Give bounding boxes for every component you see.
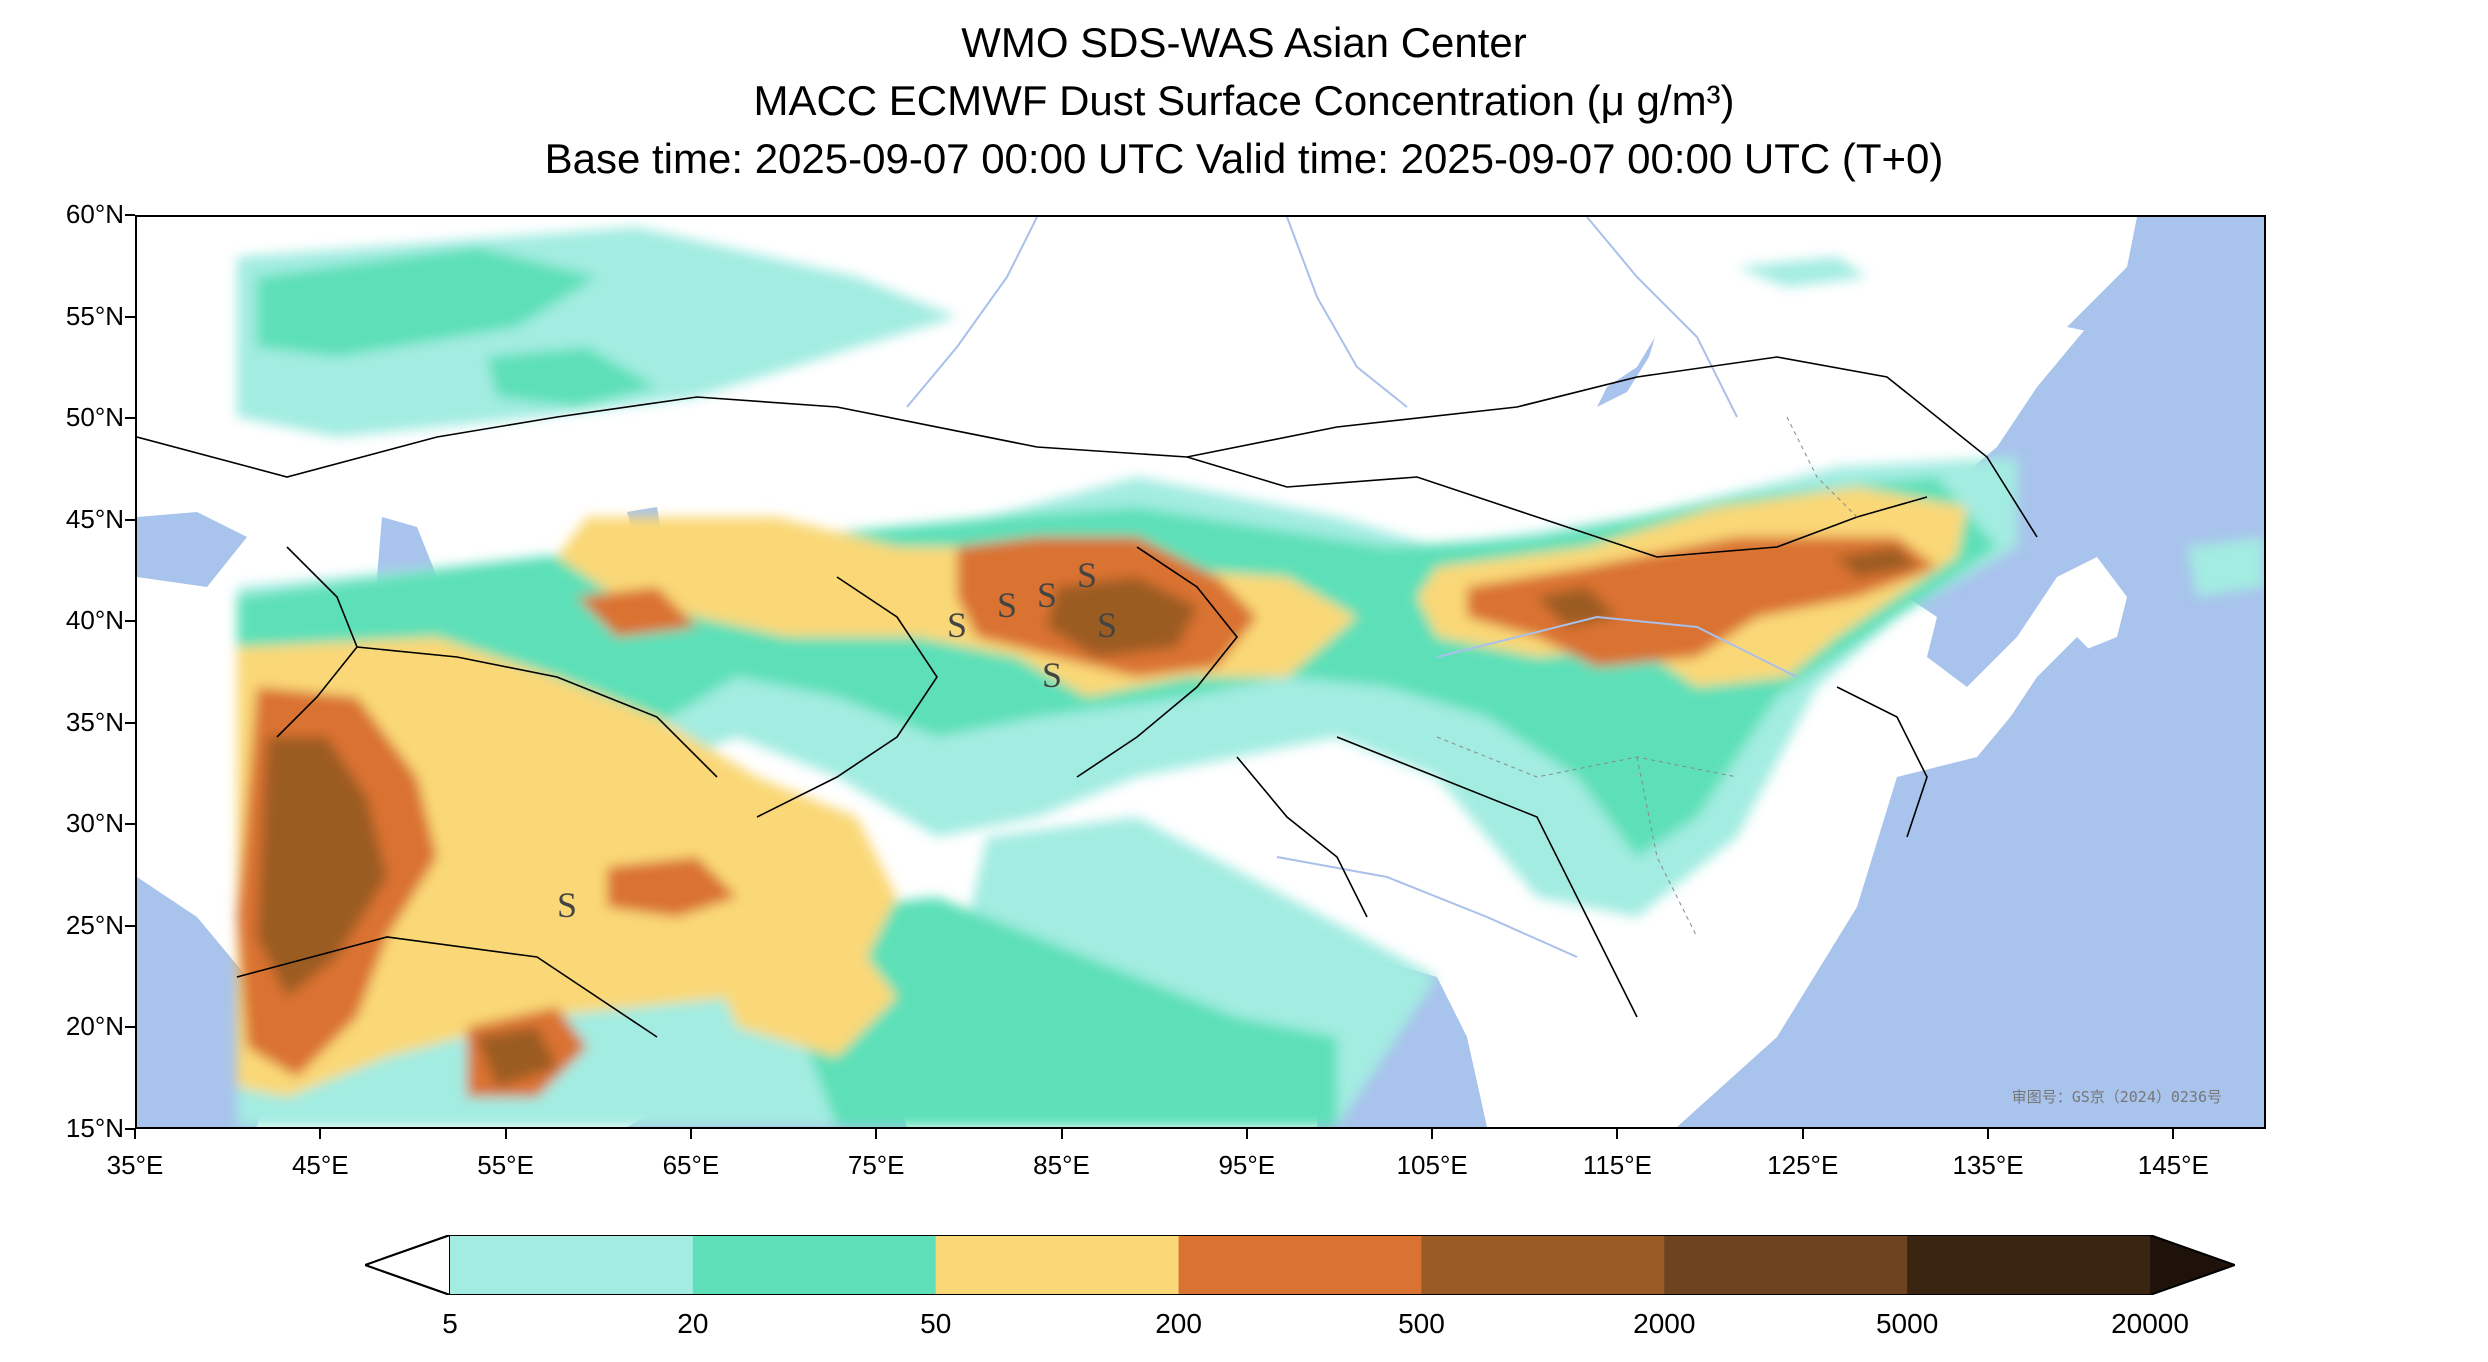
- dust-map[interactable]: S S S S S S S 审图号：GS京（2024）0236号: [135, 215, 2266, 1129]
- lat-tick-mark: [125, 1128, 135, 1130]
- lat-tick-mark: [125, 315, 135, 318]
- sand-storm-symbol: S: [997, 585, 1017, 625]
- lon-tick-label: 115°E: [1582, 1150, 1653, 1180]
- map-canvas: S S S S S S S: [137, 217, 2264, 1127]
- lon-tick-mark: [1987, 1129, 1990, 1139]
- colorbar-level-label: 20000: [2111, 1308, 2189, 1339]
- lat-tick-label: 45°N: [65, 503, 124, 534]
- pacific-ocean: [1677, 227, 2264, 1127]
- map-approval-watermark: 审图号：GS京（2024）0236号: [2011, 1088, 2222, 1106]
- lat-tick-label: 15°N: [65, 1113, 124, 1143]
- lat-tick-label: 25°N: [65, 909, 124, 940]
- colorbar-segment: [1421, 1235, 1665, 1295]
- colorbar-under-extension: [365, 1235, 451, 1295]
- lat-tick-label: 30°N: [65, 808, 124, 839]
- colorbar-segment: [1664, 1235, 1908, 1295]
- lon-tick-label: 95°E: [1218, 1150, 1276, 1180]
- dust-contours: [237, 227, 2264, 1127]
- lon-tick-mark: [1060, 1129, 1063, 1139]
- colorbar-segment: [935, 1235, 1180, 1295]
- lon-tick-label: 75°E: [847, 1150, 905, 1180]
- colorbar-level-label: 200: [1155, 1308, 1202, 1339]
- lon-tick-mark: [319, 1129, 322, 1139]
- sand-storm-symbol: S: [557, 885, 577, 925]
- title-center: WMO SDS-WAS Asian Center: [961, 19, 1527, 66]
- sand-storm-symbol: S: [1042, 655, 1062, 695]
- lake-baikal: [1597, 337, 1655, 407]
- lat-tick-mark: [125, 518, 135, 521]
- colorbar-segment: [1907, 1235, 2151, 1295]
- colorbar-level-label: 5: [442, 1308, 458, 1339]
- lon-tick-mark: [504, 1129, 507, 1139]
- colorbar-level-label: 500: [1398, 1308, 1445, 1339]
- lon-tick-mark: [2172, 1129, 2175, 1139]
- lon-tick-label: 145°E: [2137, 1150, 2209, 1180]
- lon-tick-mark: [1245, 1129, 1248, 1139]
- lon-tick-label: 55°E: [477, 1150, 534, 1180]
- colorbar-level-label: 20: [677, 1308, 709, 1339]
- lon-tick-label: 45°E: [291, 1150, 349, 1180]
- lat-tick-mark: [125, 823, 135, 826]
- colorbar-level-label: 50: [920, 1308, 952, 1339]
- sea-of-okhotsk: [2067, 217, 2264, 427]
- lon-tick-label: 105°E: [1396, 1150, 1468, 1180]
- country-borders: [137, 356, 2038, 1038]
- lat-tick-label: 60°N: [65, 199, 124, 229]
- title-product: MACC ECMWF Dust Surface Concentration (μ…: [753, 77, 1735, 124]
- sea-of-japan: [1997, 637, 2107, 777]
- colorbar-level-label: 2000: [1633, 1308, 1696, 1339]
- lat-tick-label: 55°N: [65, 300, 124, 331]
- sand-storm-symbol: S: [1037, 575, 1057, 615]
- black-sea: [137, 512, 247, 587]
- lon-tick-mark: [1801, 1129, 1804, 1139]
- colorbar-over-extension: [2150, 1235, 2235, 1295]
- lat-tick-mark: [125, 214, 135, 216]
- figure-title: WMO SDS-WAS Asian Center MACC ECMWF Dust…: [0, 14, 2488, 188]
- colorbar-segment: [450, 1235, 694, 1295]
- lon-tick-label: 35°E: [106, 1150, 164, 1180]
- colorbar-segment: [692, 1235, 937, 1295]
- lat-tick-mark: [125, 417, 135, 420]
- title-time: Base time: 2025-09-07 00:00 UTC Valid ti…: [544, 135, 1944, 182]
- lon-tick-mark: [875, 1129, 878, 1139]
- lat-tick-mark: [125, 620, 135, 623]
- lat-tick-mark: [125, 721, 135, 724]
- sand-storm-symbols: S S S S S S S: [557, 555, 1117, 925]
- lon-tick-label: 85°E: [1033, 1150, 1090, 1180]
- sand-storm-symbol: S: [1077, 555, 1097, 595]
- lat-tick-label: 50°N: [65, 402, 124, 433]
- lon-tick-mark: [134, 1129, 136, 1139]
- colorbar: [365, 1235, 2235, 1295]
- sand-storm-symbol: S: [1097, 605, 1117, 645]
- lon-tick-mark: [1616, 1129, 1619, 1139]
- lon-tick-label: 65°E: [662, 1150, 720, 1180]
- sand-storm-symbol: S: [947, 605, 967, 645]
- colorbar-level-label: 5000: [1875, 1308, 1939, 1339]
- lat-tick-label: 40°N: [65, 605, 124, 636]
- lon-tick-label: 125°E: [1767, 1150, 1839, 1180]
- lat-tick-label: 20°N: [65, 1011, 124, 1042]
- lat-tick-label: 35°N: [65, 706, 124, 737]
- lat-tick-mark: [125, 924, 135, 927]
- lon-tick-label: 135°E: [1952, 1150, 2024, 1180]
- rivers: [906, 217, 1798, 958]
- colorbar-segment: [1178, 1235, 1422, 1295]
- lon-tick-mark: [1431, 1129, 1434, 1139]
- lat-tick-mark: [125, 1026, 135, 1029]
- lon-tick-mark: [689, 1129, 692, 1139]
- province-borders: [1436, 416, 1858, 938]
- level-500-2000: [257, 547, 1917, 1087]
